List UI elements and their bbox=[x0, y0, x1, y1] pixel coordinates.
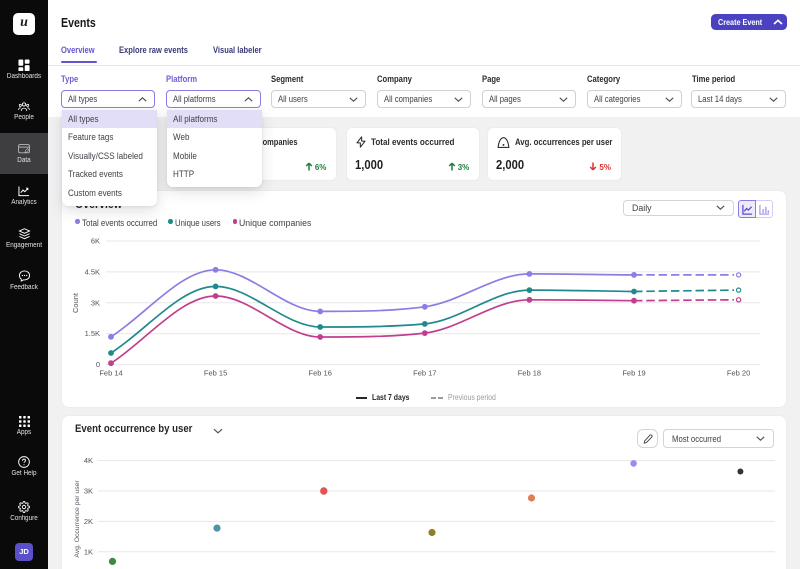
svg-text:Feb 16: Feb 16 bbox=[309, 369, 332, 378]
svg-text:2K: 2K bbox=[84, 517, 93, 526]
svg-text:Feb 20: Feb 20 bbox=[727, 369, 750, 378]
svg-text:3K: 3K bbox=[84, 487, 93, 496]
svg-text:Feb 19: Feb 19 bbox=[622, 369, 645, 378]
svg-text:Feb 14: Feb 14 bbox=[99, 369, 122, 378]
svg-text:6K: 6K bbox=[91, 237, 100, 246]
svg-text:Avg. Occurrence per user: Avg. Occurrence per user bbox=[74, 480, 81, 558]
svg-text:1K: 1K bbox=[84, 547, 93, 556]
svg-text:1.5K: 1.5K bbox=[85, 329, 100, 338]
svg-text:Feb 17: Feb 17 bbox=[413, 369, 436, 378]
svg-text:4.5K: 4.5K bbox=[85, 267, 100, 276]
svg-text:Feb 15: Feb 15 bbox=[204, 369, 227, 378]
svg-text:0: 0 bbox=[96, 360, 100, 369]
svg-text:Feb 18: Feb 18 bbox=[518, 369, 541, 378]
svg-text:4K: 4K bbox=[84, 456, 93, 465]
svg-text:3K: 3K bbox=[91, 298, 100, 307]
svg-text:Count: Count bbox=[71, 292, 80, 313]
